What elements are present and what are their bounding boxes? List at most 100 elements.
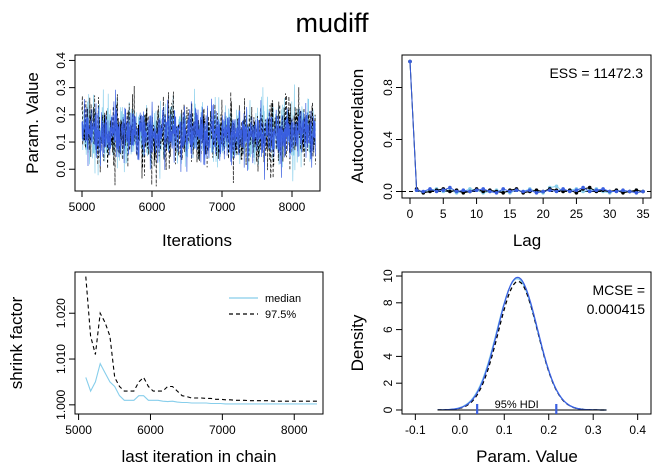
autocorr-series-1 [409,61,644,194]
autocorr-point [634,188,639,192]
ess-annotation: ESS = 11472.3 [549,65,643,81]
autocorr-point [641,189,645,194]
shrink-x-tick-label: 5000 [65,423,92,437]
autocorr-point [627,189,632,194]
autocorr-x-tick-label: 30 [603,207,617,221]
trace-x-label: Iterations [162,231,232,250]
trace-x-tick-label: 6000 [139,200,166,214]
density-y-tick-label: 4 [381,353,395,360]
trace-x-tick-label: 5000 [69,200,96,214]
density-y-tick-label: 0 [381,406,395,413]
trace-y-label: Param. Value [23,72,42,174]
autocorrelation-x-label: Lag [513,231,541,250]
autocorr-x-tick-label: 10 [470,207,484,221]
autocorr-point [574,191,579,195]
shrink-x-tick-label: 6000 [137,423,164,437]
autocorr-point [534,188,539,192]
density-lines [437,276,607,414]
autocorr-point [428,189,432,194]
autocorr-x-tick-label: 0 [407,207,414,221]
autocorr-x-tick-label: 35 [636,207,650,221]
shrink-factor-x-ticks: 5000 6000 7000 8000 [65,414,308,437]
autocorrelation-y-label: Autocorrelation [348,69,367,183]
autocorr-y-tick-label: 0.8 [381,79,395,96]
autocorr-point [448,189,452,194]
autocorr-point [434,189,439,194]
autocorr-point [621,188,625,192]
shrink-factor-y-ticks: 1.000 1.010 1.020 [54,298,75,420]
density-x-tick-label: -0.1 [405,423,426,437]
autocorr-point [521,189,525,194]
autocorrelation-plot-frame [401,54,652,199]
shrink-factor-plot-frame [74,271,324,415]
trace-series-1 [81,84,316,182]
autocorr-point [587,185,592,190]
density-y-tick-label: 2 [381,380,395,387]
autocorr-point [448,185,452,190]
autocorr-point [454,189,459,194]
autocorr-series-3 [409,61,644,194]
autocorr-point [414,188,419,192]
shrink-factor-plot: 5000 6000 7000 8000 1.000 1.010 1.020 median … [7,271,324,466]
autocorr-point [428,187,432,191]
shrink-x-tick-label: 8000 [281,423,308,437]
autocorr-point [441,188,446,192]
shrink-factor-y-label: shrink factor [7,296,26,389]
trace-y-tick-label: 0.3 [54,79,68,96]
density-x-tick-label: 0.0 [451,423,468,437]
autocorr-point [561,189,565,194]
autocorrelation-plot: 0 5 10 15 20 25 30 35 0.0 0.4 0.8 ESS = 11472.3 L… [348,54,652,250]
autocorr-point [541,189,545,194]
density-x-tick-label: 0.1 [496,423,513,437]
density-x-tick-label: 0.4 [629,423,646,437]
autocorr-x-tick-label: 15 [503,207,517,221]
trace-y-ticks: 0.0 0.1 0.2 0.3 0.4 [54,52,75,178]
legend-upper-label: 97.5% [265,309,296,321]
autocorr-point [481,187,486,191]
density-y-tick-label: 10 [381,269,395,283]
shrink-x-tick-label: 7000 [209,423,236,437]
shrink-factor-lines [85,276,317,405]
density-x-label: Param. Value [476,447,578,466]
trace-plot: 5000 6000 7000 8000 0.0 0.1 0.2 0.3 0.4 Iterati… [23,52,321,250]
autocorr-point [554,184,559,189]
density-y-tick-label: 6 [381,326,395,333]
trace-x-ticks: 5000 6000 7000 8000 [69,191,306,214]
density-y-tick-label: 8 [381,299,395,306]
density-x-tick-label: 0.2 [540,423,557,437]
autocorr-y-tick-label: 0.4 [381,131,395,148]
autocorr-point [601,187,605,191]
autocorr-point [534,191,539,195]
density-x-ticks: -0.1 0.0 0.1 0.2 0.3 0.4 [405,414,646,437]
shrink-y-tick-label: 1.010 [54,344,68,374]
autocorr-point [568,189,572,194]
autocorrelation-y-ticks: 0.0 0.4 0.8 [381,79,402,200]
autocorr-point [548,188,552,192]
trace-x-tick-label: 8000 [279,200,306,214]
autocorr-point [594,188,599,192]
trace-y-tick-label: 0.4 [54,52,68,69]
trace-y-tick-label: 0.2 [54,106,68,123]
autocorr-point [614,189,619,194]
autocorr-point [468,187,472,191]
autocorr-point [501,191,506,195]
density-y-label: Density [348,314,367,371]
mcse-annotation-line2: 0.000415 [587,301,646,317]
autocorr-point [574,188,579,192]
hdi-label: 95% HDI [495,399,539,411]
autocorr-point [494,191,499,195]
autocorr-point [634,191,639,195]
autocorr-point [461,188,466,192]
density-series-1 [437,278,607,411]
autocorr-point [581,189,585,194]
mcse-annotation-line1: MCSE = [592,282,645,298]
autocorr-point [587,189,592,194]
trace-y-tick-label: 0.0 [54,161,68,178]
autocorr-point [481,189,486,194]
autocorr-point [501,187,506,191]
autocorr-point [621,191,625,195]
autocorr-point [514,188,519,192]
autocorr-point [474,188,479,192]
autocorrelation-lines [402,59,651,195]
